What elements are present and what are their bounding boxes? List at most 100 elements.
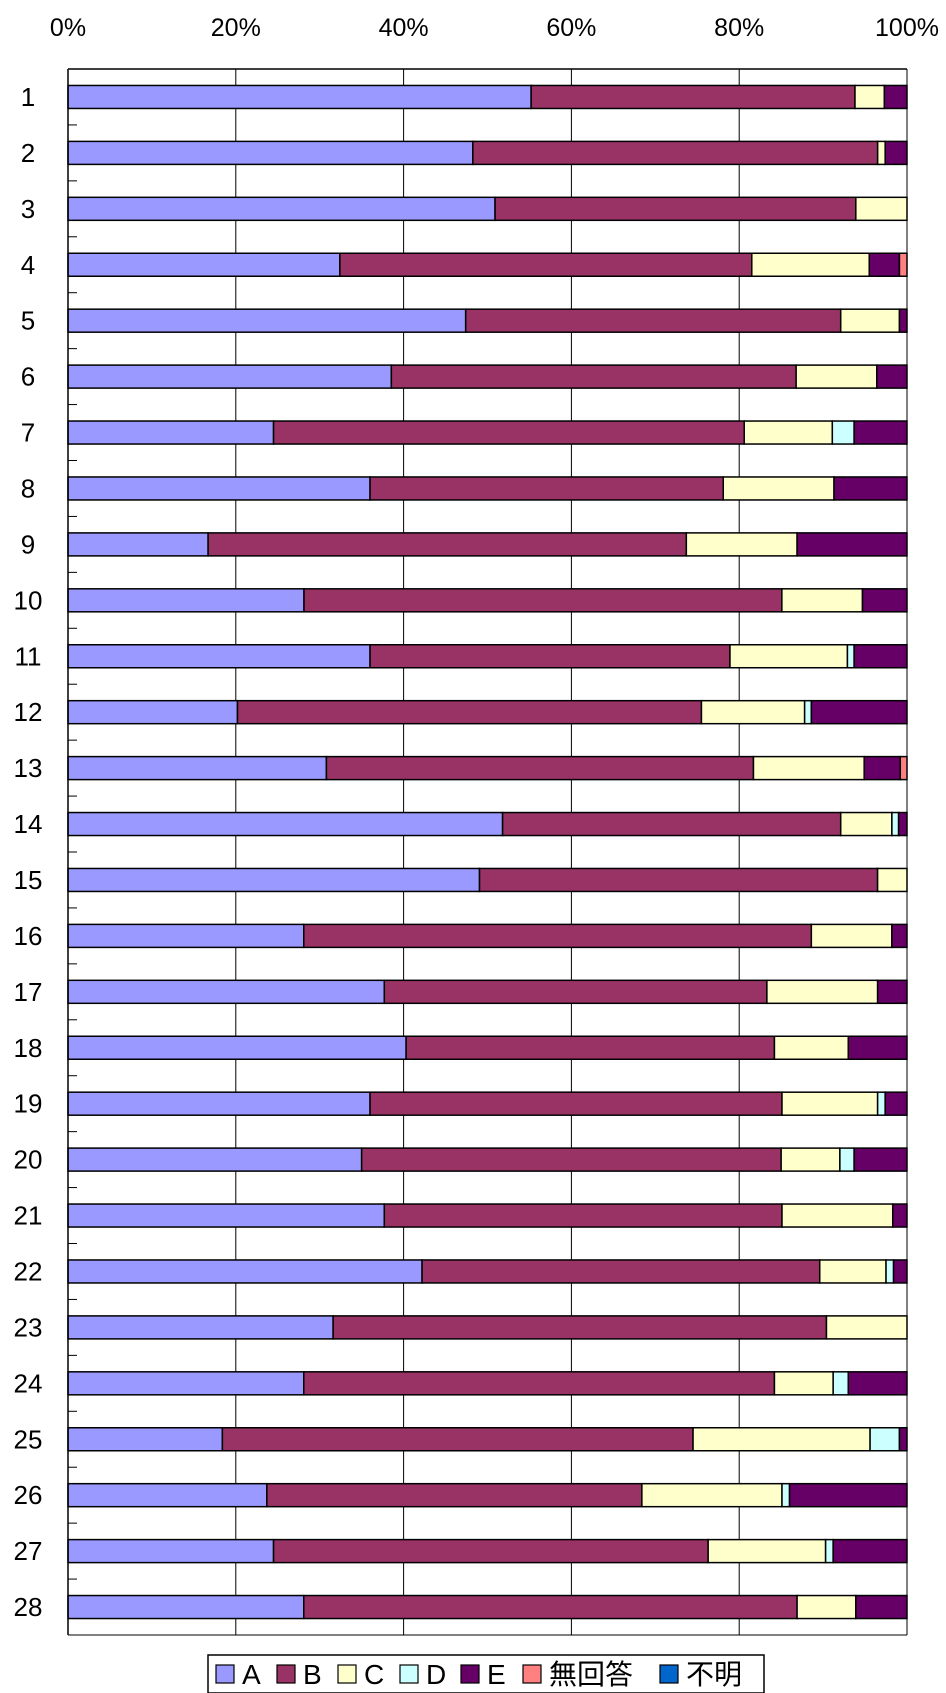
- bar-segment: [796, 1594, 857, 1620]
- bar-segment: [869, 1427, 901, 1452]
- bar-segment: [722, 476, 835, 501]
- bar-segment: [67, 867, 481, 893]
- x-tick-label: 40%: [379, 14, 429, 42]
- bar-segment: [707, 1538, 827, 1564]
- bar-segment: [303, 1371, 776, 1396]
- category-labels: 1234567891011121314151617181920212223242…: [14, 82, 77, 1622]
- bar-segment: [332, 1315, 828, 1340]
- bar-segment: [478, 867, 879, 893]
- bar-segment: [892, 1259, 908, 1284]
- bar-segment: [861, 588, 908, 613]
- bar-segment: [876, 867, 908, 893]
- category-label: 9: [21, 529, 35, 559]
- bar-segment: [876, 1091, 886, 1116]
- category-label: 28: [14, 1592, 43, 1622]
- bar-segment: [891, 1203, 908, 1228]
- bar-segment: [67, 923, 305, 949]
- bar-segment: [67, 364, 393, 389]
- legend-label: A: [242, 1659, 261, 1690]
- bar-segment: [751, 252, 870, 277]
- bar-segment: [780, 1147, 841, 1172]
- bar-segment: [325, 755, 755, 781]
- bar-segment: [67, 644, 371, 669]
- bar-segment: [67, 588, 305, 613]
- bar-segment: [369, 1091, 783, 1116]
- bar-segment: [530, 84, 856, 110]
- bar-segment: [67, 140, 474, 166]
- legend-swatch: [276, 1664, 296, 1684]
- bar-segment: [67, 1482, 268, 1508]
- bar-segment: [67, 811, 504, 837]
- bar-segment: [898, 308, 908, 333]
- category-label: 7: [21, 418, 35, 448]
- bar-segment: [853, 644, 908, 669]
- bar-segment: [846, 644, 855, 669]
- category-label: 6: [21, 362, 35, 392]
- bar-segment: [891, 811, 900, 837]
- bar-segment: [876, 979, 908, 1005]
- bar-segment: [501, 811, 842, 837]
- category-label: 13: [14, 753, 43, 783]
- bar-segment: [884, 1091, 908, 1116]
- legend-label: B: [303, 1659, 322, 1690]
- bar-segment: [833, 476, 908, 501]
- bar-segment: [360, 1147, 782, 1172]
- bar-segment: [67, 308, 467, 333]
- legend: A B C D E 無回答 不明: [207, 1654, 765, 1693]
- bar-segment: [803, 699, 813, 725]
- bar-segment: [898, 1427, 908, 1452]
- category-label: 18: [14, 1033, 43, 1063]
- bar-segment: [390, 364, 797, 389]
- category-label: 16: [14, 921, 43, 951]
- bar-segment: [766, 979, 879, 1005]
- legend-label: 不明: [686, 1659, 742, 1690]
- bar-segment: [876, 364, 908, 389]
- bar-segment: [472, 140, 879, 166]
- x-axis-tick-labels: 0% 20% 40% 60% 80% 100%: [50, 14, 939, 42]
- bar-segment: [818, 1259, 887, 1284]
- bar-segment: [839, 308, 901, 333]
- bar-segment: [464, 308, 842, 333]
- category-label: 4: [21, 250, 35, 280]
- plot-area: [68, 69, 907, 1635]
- bar-segment: [221, 1427, 694, 1452]
- bar-segment: [752, 755, 865, 781]
- category-label: 22: [14, 1256, 43, 1286]
- x-tick-label: 0%: [50, 14, 86, 42]
- bar-segment: [899, 755, 908, 781]
- legend-label: E: [487, 1659, 506, 1690]
- bar-segment: [781, 1482, 791, 1508]
- bar-segment: [67, 1538, 275, 1564]
- bar-segment: [884, 140, 908, 166]
- category-label: 14: [14, 809, 43, 839]
- bar-segment: [303, 1594, 798, 1620]
- bar-segment: [729, 644, 849, 669]
- bar-segment: [810, 699, 908, 725]
- bar-segment: [832, 1538, 908, 1564]
- bar-segment: [369, 476, 725, 501]
- bar-segment: [421, 1259, 821, 1284]
- bar-segment: [67, 532, 209, 557]
- bar-segment: [855, 196, 908, 222]
- bar-segment: [897, 811, 908, 837]
- category-label: 21: [14, 1201, 43, 1231]
- category-label: 23: [14, 1312, 43, 1342]
- bar-segment: [67, 1427, 224, 1452]
- legend-label: D: [426, 1659, 446, 1690]
- category-label: 11: [15, 641, 42, 671]
- bar-segment: [898, 252, 908, 277]
- x-tick-label: 80%: [714, 14, 764, 42]
- category-label: 17: [14, 977, 43, 1007]
- category-label: 27: [14, 1536, 43, 1566]
- bar-segment: [831, 420, 855, 445]
- legend-swatch: [522, 1664, 542, 1684]
- bar-segment: [781, 588, 864, 613]
- bar-segment: [853, 420, 908, 445]
- category-label: 25: [14, 1424, 43, 1454]
- bar-segment: [855, 1594, 908, 1620]
- bar-segment: [854, 84, 886, 110]
- category-label: 5: [21, 306, 35, 336]
- bar-segment: [692, 1427, 871, 1452]
- bar-segment: [67, 84, 532, 110]
